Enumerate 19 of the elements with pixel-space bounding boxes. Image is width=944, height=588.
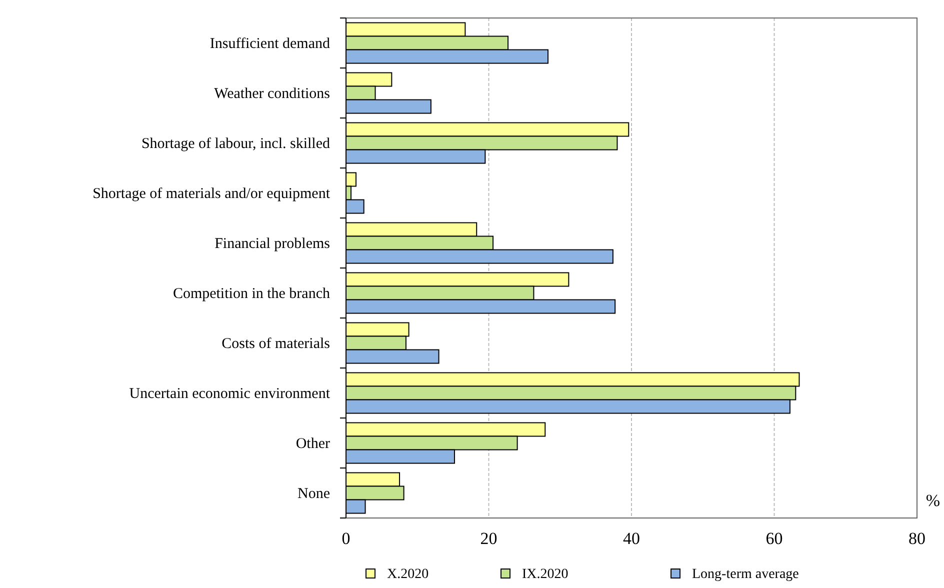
legend-label: Long-term average: [692, 567, 799, 582]
legend-label: X.2020: [387, 567, 429, 582]
x-tick-label: 80: [908, 529, 926, 548]
y-tick-label: Competition in the branch: [172, 286, 330, 302]
x-tick-label: 60: [766, 529, 783, 548]
x-tick-label: 0: [342, 529, 350, 548]
y-tick-label: Other: [296, 436, 330, 452]
y-tick-label: Costs of materials: [222, 336, 330, 352]
y-tick-label: Financial problems: [214, 236, 330, 252]
y-tick-label: Insufficient demand: [210, 36, 330, 52]
y-tick-label: None: [298, 486, 330, 502]
y-tick-label: Weather conditions: [214, 86, 330, 102]
x-tick-label: 40: [623, 529, 640, 548]
x-tick-label: 20: [480, 529, 498, 548]
y-tick-label: Shortage of labour, incl. skilled: [141, 136, 330, 152]
y-tick-label: Uncertain economic environment: [129, 386, 331, 402]
legend-label: IX.2020: [522, 567, 568, 582]
x-axis-title: %: [926, 491, 940, 510]
y-tick-label: Shortage of materials and/or equipment: [92, 186, 331, 202]
